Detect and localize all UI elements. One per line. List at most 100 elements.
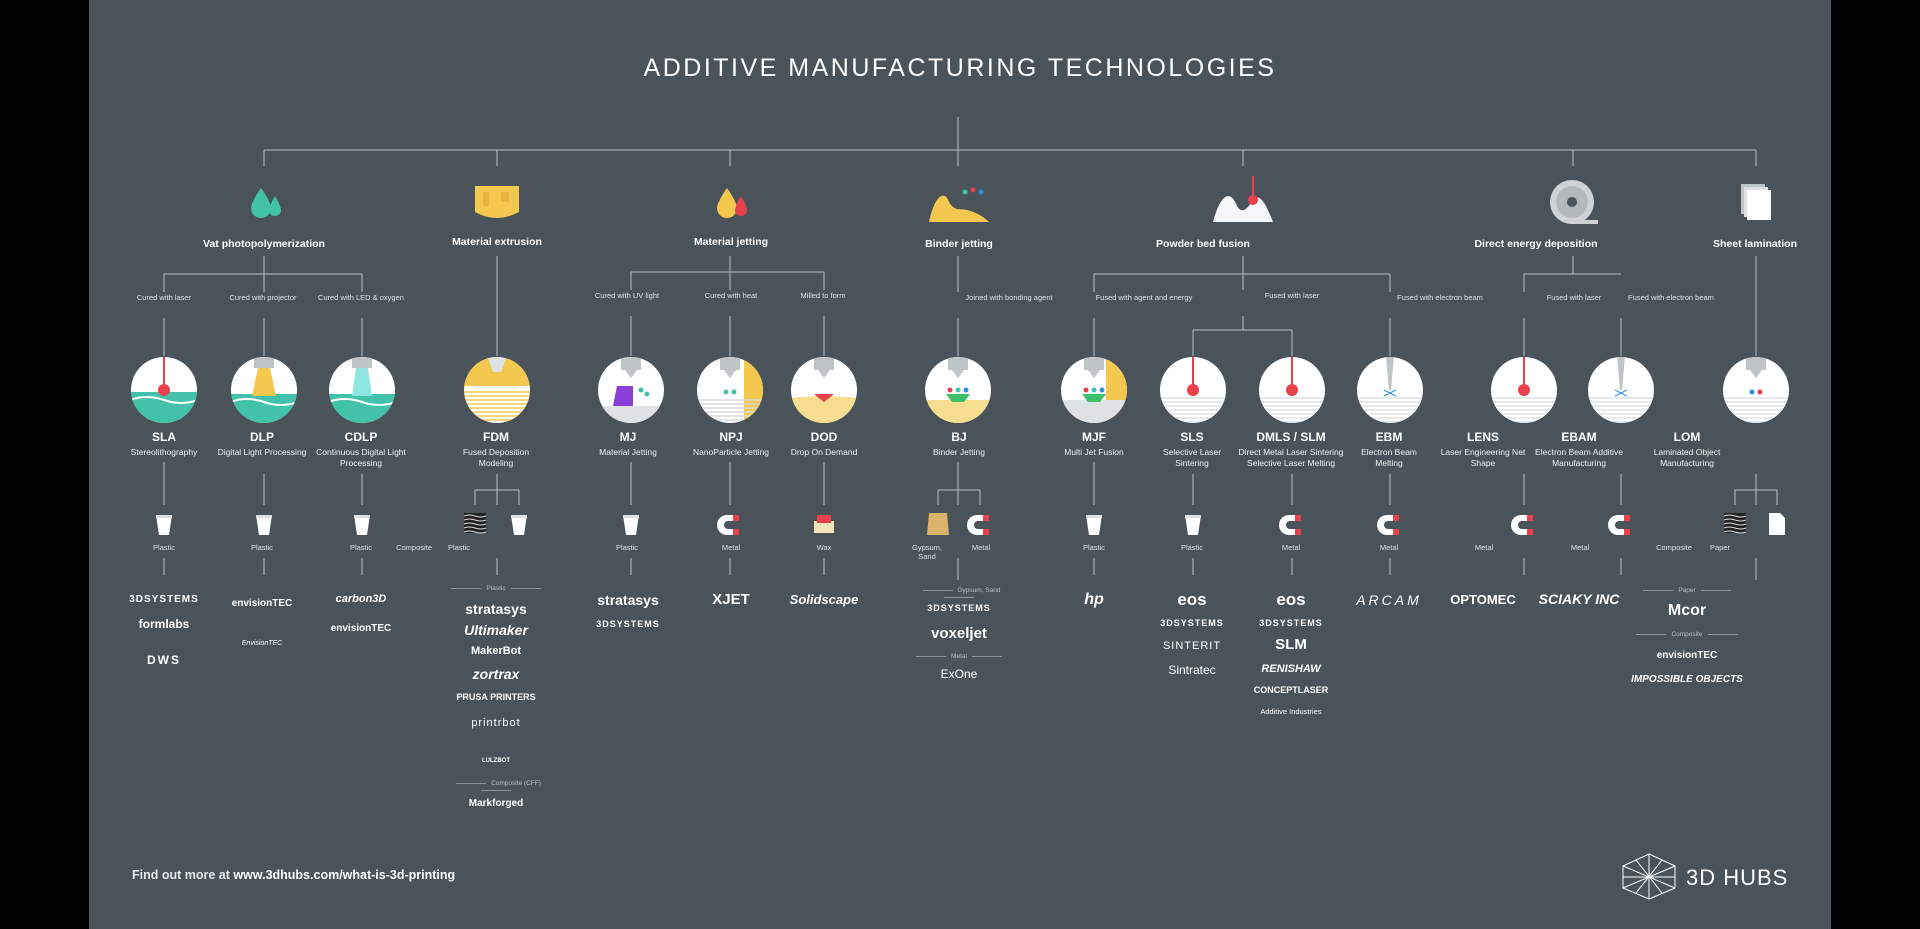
process-diagram-npj (697, 357, 763, 423)
material-label: Metal (971, 543, 991, 552)
tech-abbr-mjf: MJF (1082, 430, 1106, 444)
sand-icon (927, 513, 949, 535)
magnet-pole (1527, 529, 1533, 535)
drop (1083, 387, 1089, 393)
condition-label: Cured with LED & oxygen (318, 293, 404, 302)
platform (598, 406, 664, 423)
subheading: Gypsum, Sand (899, 587, 1019, 601)
magnet-pole (1393, 529, 1399, 535)
connector-line (163, 256, 265, 292)
cup-shape (156, 515, 172, 535)
brand-logo: voxeljet (931, 625, 987, 642)
tech-abbr-ebm: EBM (1375, 430, 1403, 444)
spool-shape (1572, 220, 1598, 224)
plastic-cup-icon (1185, 515, 1201, 535)
brand-logo: Additive Industries (1260, 707, 1322, 716)
tech-name-npj: NanoParticle Jetting (692, 447, 770, 457)
magnet-pole (1295, 515, 1301, 521)
nozzle-tip (1750, 370, 1762, 378)
material-label: Composite (1656, 543, 1692, 552)
brand-logo: Solidscape (789, 592, 859, 607)
process-diagram-lom (1723, 357, 1789, 423)
tech-abbr-ebam: EBAM (1561, 430, 1597, 444)
brand-logo: eos (1276, 590, 1306, 609)
process-diagram-sls (1160, 357, 1226, 423)
tech-abbr-mj: MJ (619, 430, 637, 444)
category-binder-jetting: Binder jetting (925, 238, 993, 250)
process-diagram-ebam (1588, 357, 1654, 423)
beam-spark (1614, 389, 1628, 397)
tech-name-dmls-slm: Direct Metal Laser Sintering Selective L… (1238, 447, 1344, 468)
drop-shape (962, 189, 968, 195)
electron-gun (1386, 357, 1394, 390)
extrusion-shape (501, 192, 509, 202)
fiber (463, 522, 487, 526)
brand-logo: LULZBOT (482, 758, 510, 764)
drop (963, 387, 969, 393)
material-label: Plastic (1082, 543, 1106, 552)
drop-shape (978, 189, 984, 195)
nozzle (814, 357, 834, 370)
magnet-pole (1624, 529, 1630, 535)
powder-shape (1213, 196, 1273, 222)
brand-logo: EnvisionTEC (241, 640, 283, 647)
tech-name-lens: Laser Engineering Net Shape (1440, 447, 1526, 468)
part-shape (613, 386, 633, 406)
magnet-shape (1511, 515, 1531, 535)
category-material-extrusion: Material extrusion (452, 236, 542, 248)
nozzle (948, 357, 968, 370)
brand-logo: 3DSYSTEMS (596, 619, 660, 629)
process-diagram-ebm (1357, 357, 1423, 423)
material-label: Plastic (250, 543, 274, 552)
condition-label: Cured with laser (136, 293, 192, 302)
plastic-cup-icon (511, 515, 527, 535)
tech-name-mjf: Multi Jet Fusion (1064, 447, 1124, 457)
part (1082, 394, 1106, 402)
infographic-canvas: ADDITIVE MANUFACTURING TECHNOLOGIES Vat … (89, 0, 1831, 929)
connector-lines (131, 117, 1789, 580)
magnet-pole (983, 515, 989, 521)
brand-logo: eos (1177, 590, 1207, 609)
subheading: Composite (1627, 631, 1747, 638)
process-diagram-mj (598, 357, 664, 423)
material-label: Plastic (1180, 543, 1204, 552)
tech-name-cdlp: Continuous Digital Light Processing (316, 447, 406, 468)
brand-name: 3D HUBS (1686, 865, 1789, 890)
plastic-cup-icon (156, 515, 172, 535)
magnet-pole (1624, 515, 1630, 521)
drop (1757, 389, 1763, 395)
composite-shape (464, 513, 486, 533)
brand-logo: SCIAKY INC (1538, 591, 1620, 607)
brand-logo: envisionTEC (231, 598, 293, 609)
nozzle-tip (1088, 370, 1100, 378)
powder (1061, 400, 1127, 423)
tech-name-dod: Drop On Demand (790, 447, 858, 457)
footer-text: Find out more at www.3dhubs.com/what-is-… (132, 868, 455, 882)
subheading: Metal (899, 653, 1019, 660)
material-label: Plastic (349, 543, 373, 552)
tech-abbr-sla: SLA (152, 430, 176, 444)
tech-name-dlp: Digital Light Processing (217, 447, 307, 457)
brand-logo: Mcor (1667, 602, 1707, 619)
drop (723, 389, 729, 395)
material-label: Metal (721, 543, 741, 552)
brand-logo: DWS (147, 653, 181, 667)
condition-label: Fused with electron beam (1397, 293, 1483, 302)
sand-shape (927, 513, 949, 535)
plastic-cup-icon (354, 515, 370, 535)
tech-name-fdm: Fused Deposition Modeling (462, 447, 530, 468)
cup-shape (354, 515, 370, 535)
process-diagram-dlp (231, 357, 297, 423)
wax-top (817, 515, 831, 523)
cup-shape (256, 515, 272, 535)
laser-spot (1248, 195, 1258, 205)
plastic-cup-icon (1086, 515, 1102, 535)
composite-icon (463, 513, 487, 534)
connector-line (937, 488, 959, 505)
footer-link[interactable]: www.3dhubs.com/what-is-3d-printing (233, 868, 456, 882)
cup-rim (354, 515, 370, 518)
cup-rim (511, 515, 527, 518)
tech-abbr-lom: LOM (1673, 430, 1701, 444)
brand-logo: printrbot (471, 717, 521, 729)
condition-label: Milled to form (800, 291, 846, 300)
